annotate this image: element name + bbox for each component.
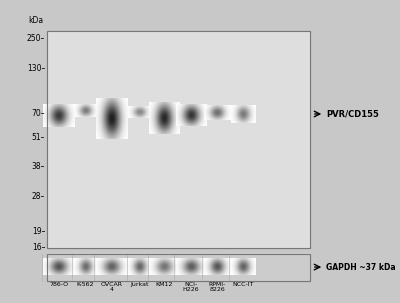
- Text: 70–: 70–: [32, 109, 45, 118]
- Bar: [47, 32, 310, 248]
- Text: 16–: 16–: [32, 243, 45, 252]
- Text: NCI-
H226: NCI- H226: [182, 282, 199, 292]
- Text: Jurkat: Jurkat: [131, 282, 149, 287]
- Text: 38–: 38–: [32, 162, 45, 171]
- Text: GAPDH ~37 kDa: GAPDH ~37 kDa: [326, 263, 396, 271]
- Text: OVCAR
4: OVCAR 4: [101, 282, 123, 292]
- Text: 28–: 28–: [32, 192, 45, 201]
- Text: PVR/CD155: PVR/CD155: [326, 109, 379, 118]
- Text: RPMI-
8226: RPMI- 8226: [208, 282, 226, 292]
- Bar: [47, 32, 310, 248]
- Text: 786-O: 786-O: [50, 282, 69, 287]
- Text: 250–: 250–: [27, 35, 45, 43]
- Bar: [47, 254, 310, 281]
- Text: 130–: 130–: [27, 65, 45, 73]
- Text: NCC-IT: NCC-IT: [233, 282, 254, 287]
- Text: 19–: 19–: [32, 227, 45, 235]
- Bar: [47, 254, 310, 281]
- Text: 51–: 51–: [32, 134, 45, 142]
- Text: KM12: KM12: [156, 282, 173, 287]
- Text: kDa: kDa: [28, 16, 44, 25]
- Text: K-562: K-562: [77, 282, 94, 287]
